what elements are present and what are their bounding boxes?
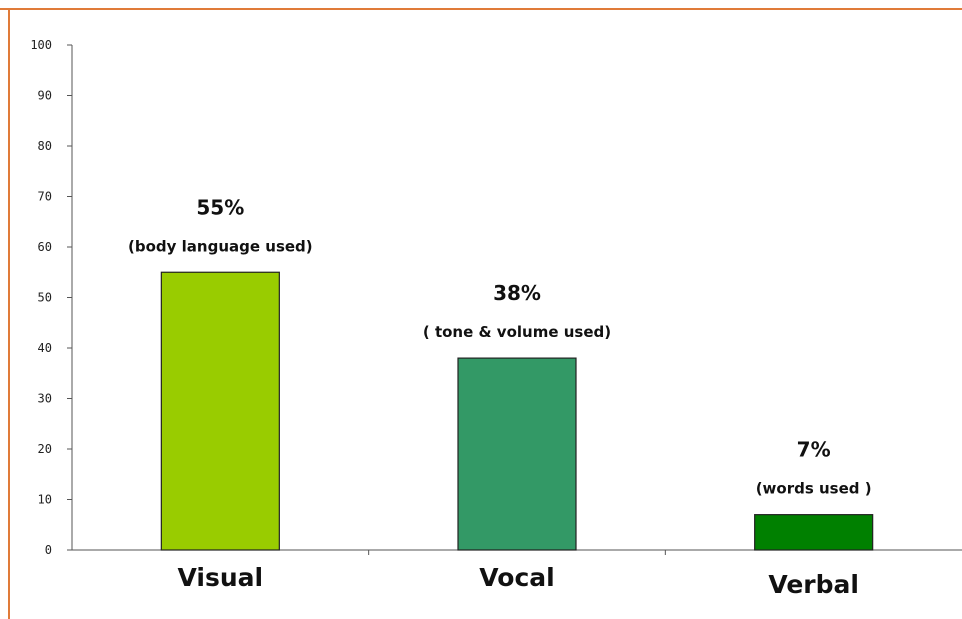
y-tick-label: 60	[38, 240, 52, 254]
category-label: Verbal	[768, 570, 859, 599]
y-tick-label: 0	[45, 543, 52, 557]
bar-labels: Visual (body language used) 55% Vocal ( tone…	[128, 195, 872, 599]
value-label: 7%	[797, 438, 831, 462]
value-label: 38%	[493, 281, 541, 305]
category-label: Visual	[178, 563, 264, 592]
y-tick-label: 10	[38, 493, 52, 507]
y-axis-ticks: 0 10 20 30 40 50 60 70 80 90 100	[30, 38, 72, 557]
bar-verbal	[754, 514, 874, 551]
bar-visual	[160, 271, 280, 551]
x-axis-ticks	[368, 550, 666, 555]
category-label: Vocal	[479, 563, 554, 592]
y-tick-label: 80	[38, 139, 52, 153]
y-tick-label: 90	[38, 89, 52, 103]
y-tick-label: 70	[38, 190, 52, 204]
annotation-label: ( tone & volume used)	[423, 323, 611, 341]
value-label: 55%	[196, 195, 244, 219]
bar-vocal	[457, 357, 577, 551]
annotation-label: (words used )	[756, 480, 872, 498]
bar-series	[160, 271, 874, 551]
annotation-label: (body language used)	[128, 237, 313, 255]
y-tick-label: 30	[38, 392, 52, 406]
y-tick-label: 40	[38, 341, 52, 355]
y-tick-label: 50	[38, 291, 52, 305]
y-tick-label: 100	[30, 38, 52, 52]
y-tick-label: 20	[38, 442, 52, 456]
